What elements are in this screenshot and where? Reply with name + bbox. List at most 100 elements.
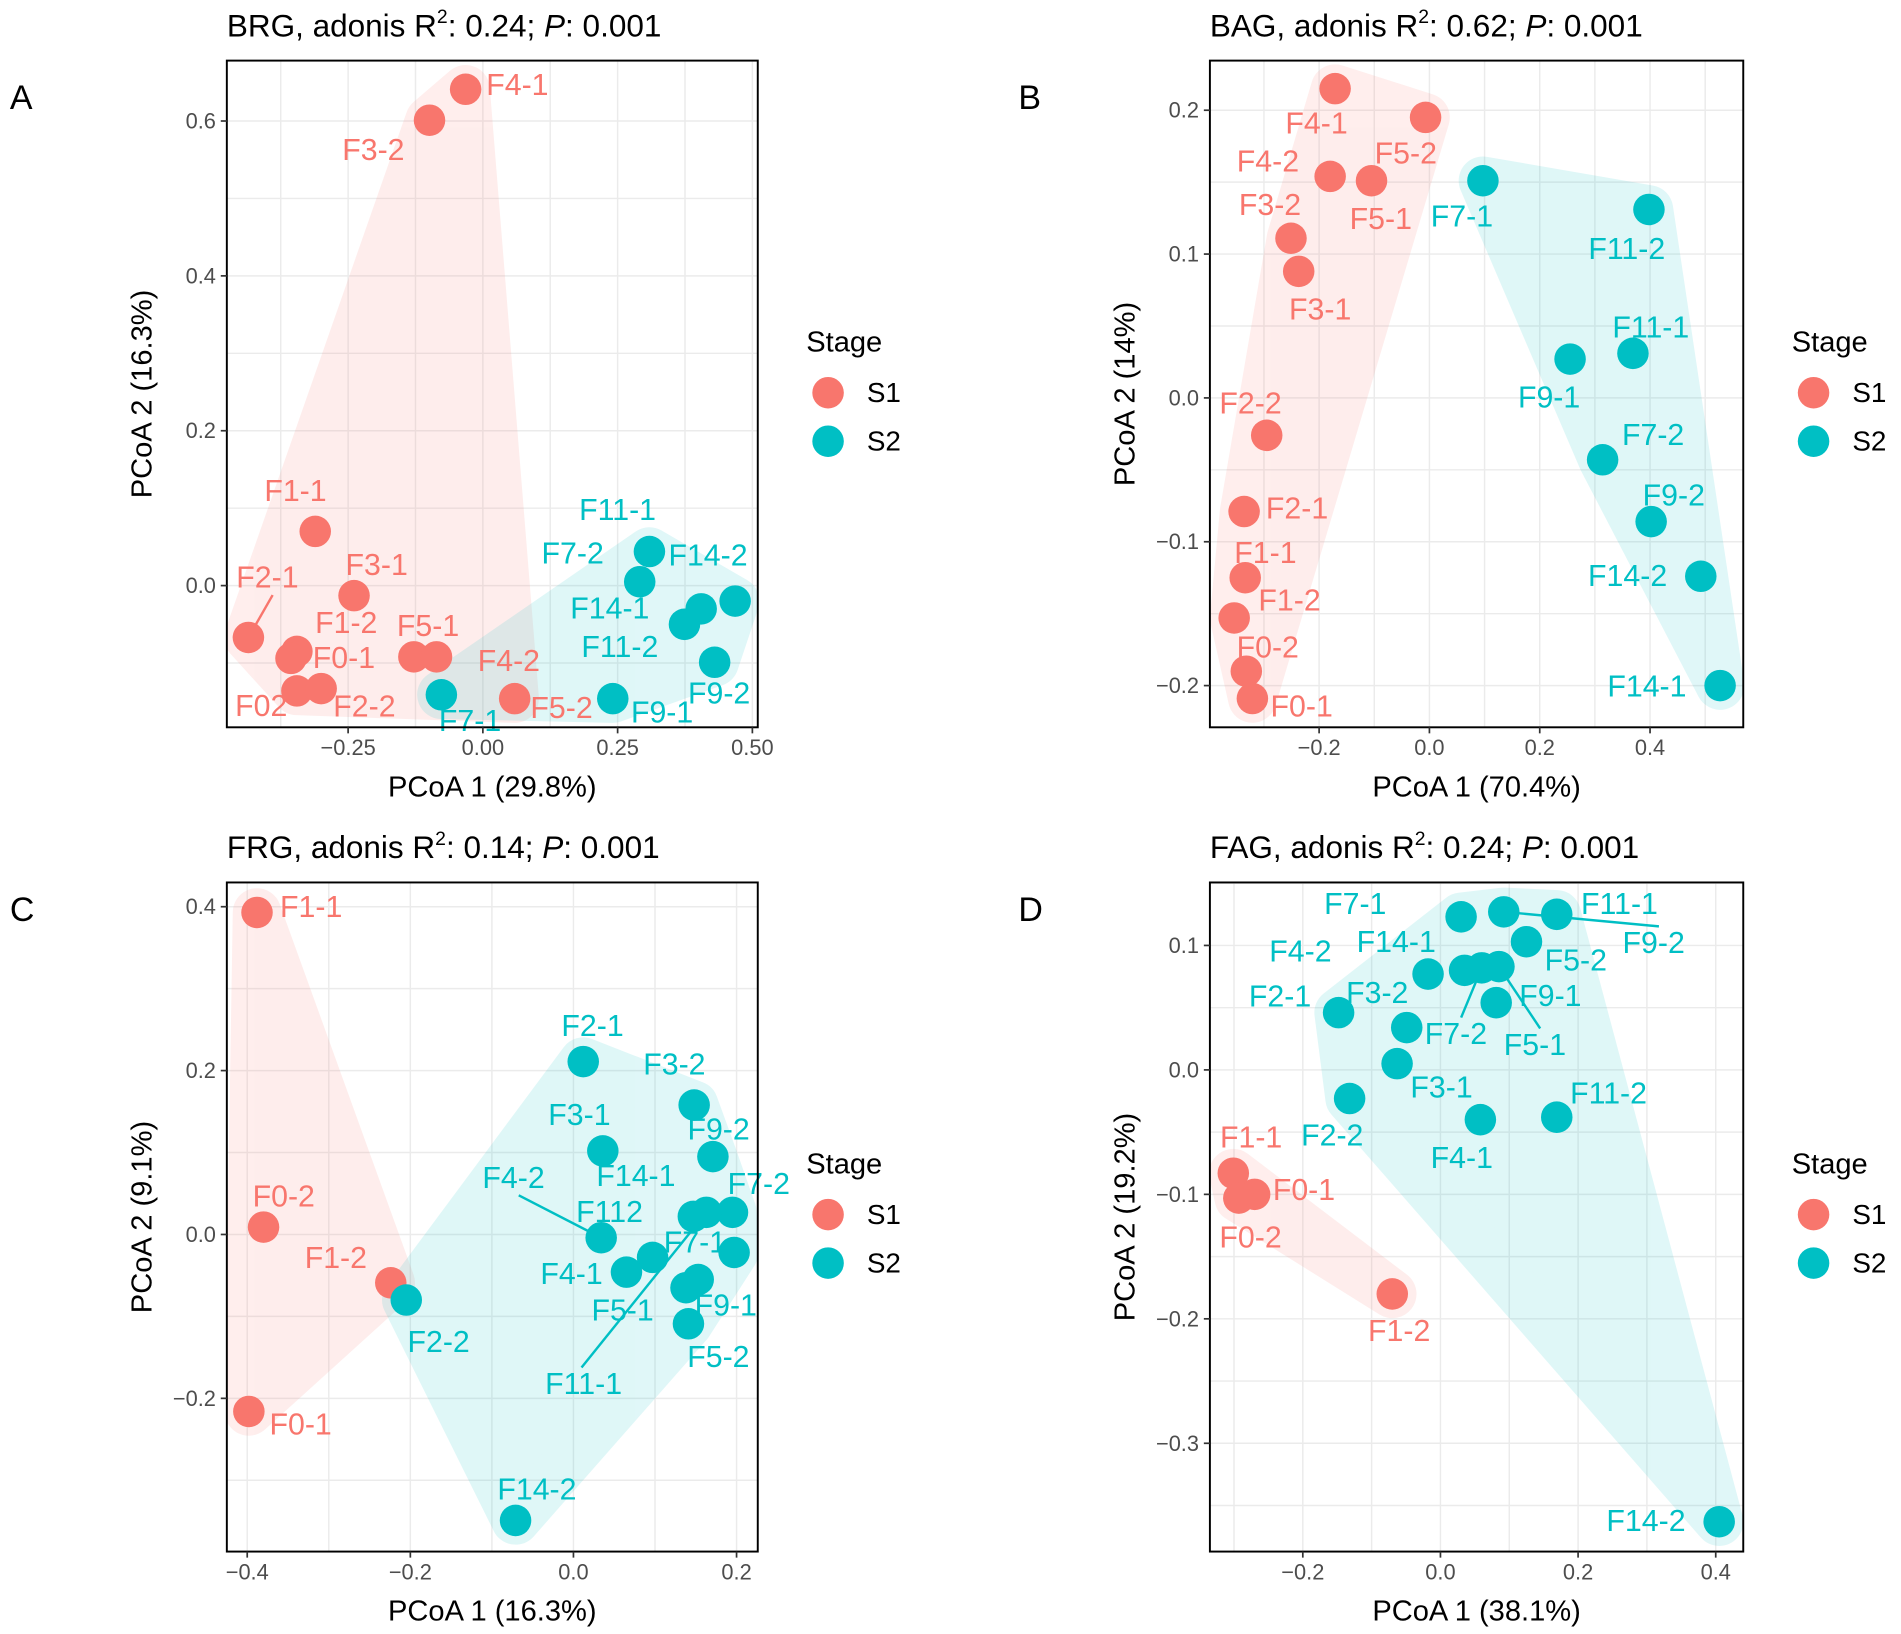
point-label: F14-2 — [1588, 560, 1667, 593]
legend-key-s2 — [1797, 425, 1830, 457]
panel-letter: C — [10, 891, 35, 929]
point-label: F5-1 — [591, 1294, 653, 1327]
point-label: F5-1 — [1350, 203, 1412, 236]
point-label: F1-1 — [280, 891, 342, 924]
data-point — [390, 1284, 423, 1316]
point-label: F9-1 — [1519, 980, 1581, 1013]
panel-letter: B — [1018, 79, 1041, 117]
legend-key-s2 — [812, 1247, 844, 1279]
data-point — [1540, 898, 1573, 931]
legend-label: S2 — [867, 426, 901, 457]
x-tick-label: 0.0 — [1414, 735, 1444, 760]
panel-letter: A — [10, 79, 33, 117]
legend: Stage S1 S2 — [1792, 1148, 1886, 1279]
point-label: F1-2 — [1258, 585, 1320, 618]
legend-label: S2 — [1852, 1248, 1886, 1279]
point-label: F7-1 — [1324, 888, 1386, 921]
panel-a: F4-1 F3-2 F1-1 F3-1 F2-1 F1-2F0-1 F5-1 F4-2 F02 F… — [10, 6, 901, 803]
point-label: F2-2 — [1219, 387, 1281, 420]
point-label: F9-2 — [1623, 927, 1685, 960]
x-tick-label: 0.25 — [596, 735, 638, 760]
x-tick-label: −0.4 — [226, 1559, 269, 1584]
data-point — [1314, 160, 1346, 193]
point-label: F14-2 — [497, 1474, 576, 1507]
x-tick-label: 0.00 — [462, 735, 504, 760]
point-label: F0-1 — [1271, 691, 1333, 724]
point-label: F2-2 — [1301, 1120, 1363, 1153]
panel-title: BRG, adonis R2: 0.24; P: 0.001 — [227, 6, 662, 43]
data-point — [281, 675, 313, 707]
y-tick-label: 0.0 — [1169, 1057, 1199, 1082]
point-label: F4-1 — [1431, 1142, 1493, 1175]
data-point — [275, 642, 307, 675]
point-label: F14-2 — [668, 540, 747, 573]
data-point — [420, 641, 453, 673]
grid — [226, 60, 758, 728]
point-label: F5-1 — [1504, 1029, 1566, 1062]
point-label: F5-2 — [687, 1341, 749, 1374]
point-label: F4-1 — [540, 1258, 602, 1291]
point-label: F112 — [576, 1196, 643, 1229]
point-label: F2-2 — [333, 690, 395, 723]
legend-title: Stage — [806, 327, 882, 359]
data-point — [499, 1504, 532, 1537]
point-label: F0-1 — [1273, 1174, 1335, 1207]
legend-label: S2 — [867, 1248, 901, 1279]
data-point — [1480, 986, 1512, 1019]
y-axis-label: PCoA 2 (19.2%) — [1110, 1113, 1142, 1322]
point-label: F02 — [235, 690, 287, 723]
point-label: F0-2 — [253, 1180, 315, 1213]
point-label: F14-2 — [1606, 1505, 1685, 1538]
point-label: F3-1 — [548, 1099, 610, 1132]
data-point — [241, 896, 273, 929]
point-label: F11-2 — [1570, 1078, 1647, 1111]
data-point — [1390, 1011, 1423, 1044]
data-point — [1223, 1182, 1255, 1214]
data-point — [1228, 495, 1260, 528]
point-label: F0-2 — [1219, 1222, 1281, 1255]
data-point — [633, 535, 666, 568]
legend-label: S1 — [1852, 1199, 1886, 1230]
point-label: F1-1 — [1220, 1122, 1282, 1155]
title-p-label: P — [544, 7, 565, 43]
data-point — [1319, 72, 1351, 105]
data-point — [719, 585, 751, 617]
data-point — [1355, 164, 1388, 197]
point-label: F7-1 — [439, 705, 501, 738]
legend-key-s1 — [1797, 1198, 1830, 1231]
title-superscript: 2 — [435, 828, 446, 850]
data-point — [1218, 602, 1250, 634]
point-label: F11-2 — [1588, 233, 1665, 266]
x-tick-label: 0.0 — [1425, 1559, 1455, 1584]
point-label: F4-2 — [1269, 936, 1331, 969]
point-label: F9-2 — [687, 1113, 749, 1146]
y-tick-label: 0.0 — [1169, 385, 1199, 410]
data-point — [425, 679, 458, 711]
legend: Stage S1 S2 — [806, 327, 901, 457]
point-label: F9-1 — [1518, 381, 1580, 414]
data-point — [678, 1089, 710, 1121]
point-label: F2-1 — [236, 562, 298, 595]
y-axis-label: PCoA 2 (16.3%) — [127, 290, 159, 499]
point-label: F2-2 — [407, 1326, 469, 1359]
data-point — [299, 515, 331, 548]
title-text: : 0.24; — [448, 7, 544, 43]
data-point — [398, 641, 430, 673]
data-point — [1635, 505, 1667, 538]
point-label: F0-1 — [269, 1408, 331, 1441]
x-tick-label: 0.2 — [1525, 735, 1555, 760]
title-text: : 0.001 — [1543, 829, 1639, 865]
x-axis-label: PCoA 1 (16.3%) — [388, 1596, 597, 1628]
point-label: F4-2 — [482, 1162, 544, 1195]
panel-c: F1-1 F0-2 F1-2 F0-1 F2-2 F2-1 F3-2 F3-1 F9-2 F14-… — [10, 828, 901, 1628]
point-label: F7-1 — [1431, 201, 1493, 234]
data-point — [597, 682, 629, 715]
data-point — [623, 565, 656, 598]
data-point — [338, 579, 370, 612]
panel-d: F1-1 F0-1 F0-2 F1-2 F7-1 F11-1 F9-2 F5-2 F4-2 F14… — [1018, 828, 1886, 1628]
data-point — [1282, 255, 1315, 288]
x-axis-label: PCoA 1 (38.1%) — [1372, 1596, 1581, 1628]
data-point — [1685, 560, 1717, 593]
y-axis-label: PCoA 2 (9.1%) — [127, 1121, 159, 1313]
